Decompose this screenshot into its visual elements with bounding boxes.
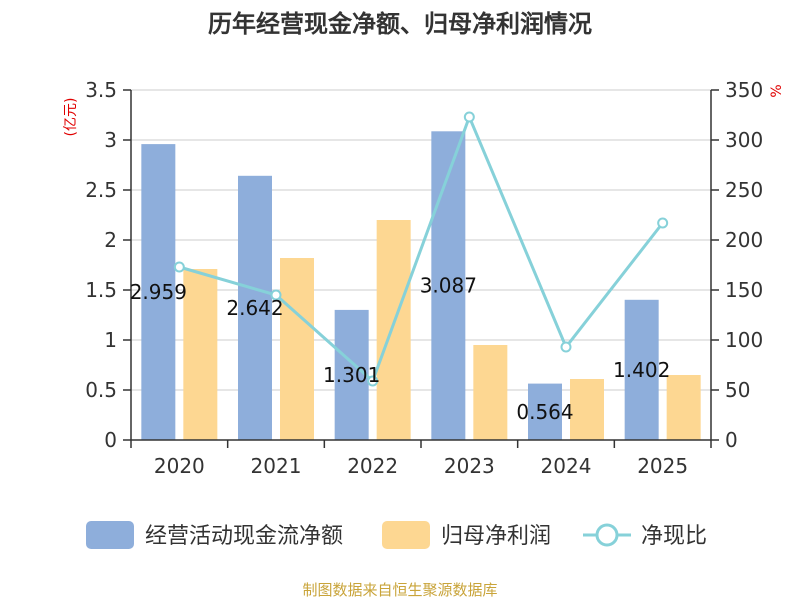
right-tick-label: 350: [725, 78, 763, 102]
right-tick-label: 300: [725, 128, 763, 152]
bar-profit: [570, 379, 604, 440]
source-note: 制图数据来自恒生聚源数据库: [302, 581, 497, 599]
bar-cashflow: [431, 131, 466, 441]
legend-marker-ratio: [595, 523, 619, 547]
data-label-cashflow: 3.087: [420, 274, 477, 298]
bar-profit: [666, 375, 701, 440]
x-tick-label: 2022: [347, 454, 398, 478]
x-tick-label: 2024: [541, 454, 592, 478]
data-labels: 2.959 2.642 1.301 3.087 0.564 1.402: [130, 274, 671, 424]
left-axis-unit: (亿元): [63, 98, 79, 137]
right-tick-label: 100: [725, 328, 763, 352]
legend-swatch-cashflow: [86, 521, 134, 549]
chart-title: 历年经营现金净额、归母净利润情况: [208, 10, 592, 38]
right-tick-label: 250: [725, 178, 763, 202]
bar-profit: [473, 345, 508, 440]
data-label-cashflow: 2.642: [226, 296, 283, 320]
bar-cashflow: [238, 175, 272, 441]
legend-swatch-profit: [382, 521, 430, 549]
right-tick-label: 200: [725, 228, 763, 252]
left-tick-label: 3.5: [85, 78, 117, 102]
ratio-line: [173, 111, 669, 387]
right-tick-label: 50: [725, 378, 750, 402]
legend-label-cashflow: 经营活动现金流净额: [145, 524, 343, 549]
ratio-polyline: [178, 112, 664, 384]
left-tick-label: 2: [104, 228, 117, 252]
left-tick-label: 0: [104, 428, 117, 452]
ratio-point: [657, 217, 669, 229]
x-tick-label: 2020: [154, 454, 205, 478]
data-label-cashflow: 1.301: [323, 363, 380, 387]
left-tick-label: 1.5: [85, 278, 117, 302]
ratio-point: [270, 289, 282, 301]
bars: [141, 131, 701, 441]
ratio-point: [173, 261, 185, 273]
legend: 经营活动现金流净额 归母净利润 净现比: [86, 521, 707, 549]
x-tick-label: 2021: [251, 454, 302, 478]
axes: 0 0.5 1 1.5 2 2.5 3 3.5 0 50 100 150 200 250 300 350 202…: [85, 78, 763, 478]
ratio-point: [560, 341, 572, 353]
ratio-point: [367, 375, 379, 387]
bar-cashflow: [141, 144, 176, 440]
legend-label-ratio: 净现比: [641, 524, 707, 549]
left-tick-label: 3: [104, 128, 117, 152]
bar-cashflow: [624, 299, 659, 440]
right-axis-unit: %: [769, 84, 785, 97]
right-tick-label: 0: [725, 428, 738, 452]
left-tick-label: 0.5: [85, 378, 117, 402]
ratio-point: [463, 111, 475, 123]
bar-profit: [280, 258, 314, 440]
legend-label-profit: 归母净利润: [441, 524, 551, 549]
data-label-cashflow: 1.402: [613, 358, 670, 382]
x-tick-label: 2023: [444, 454, 495, 478]
bar-profit: [376, 220, 411, 440]
left-tick-label: 2.5: [85, 178, 117, 202]
data-label-cashflow: 2.959: [130, 280, 187, 304]
data-label-cashflow: 0.564: [516, 400, 573, 424]
left-tick-label: 1: [104, 328, 117, 352]
bar-cashflow: [528, 383, 562, 440]
x-tick-label: 2025: [637, 454, 688, 478]
bar-cashflow: [334, 309, 369, 440]
grid: [131, 89, 711, 391]
bar-profit: [183, 269, 218, 440]
right-tick-label: 150: [725, 278, 763, 302]
